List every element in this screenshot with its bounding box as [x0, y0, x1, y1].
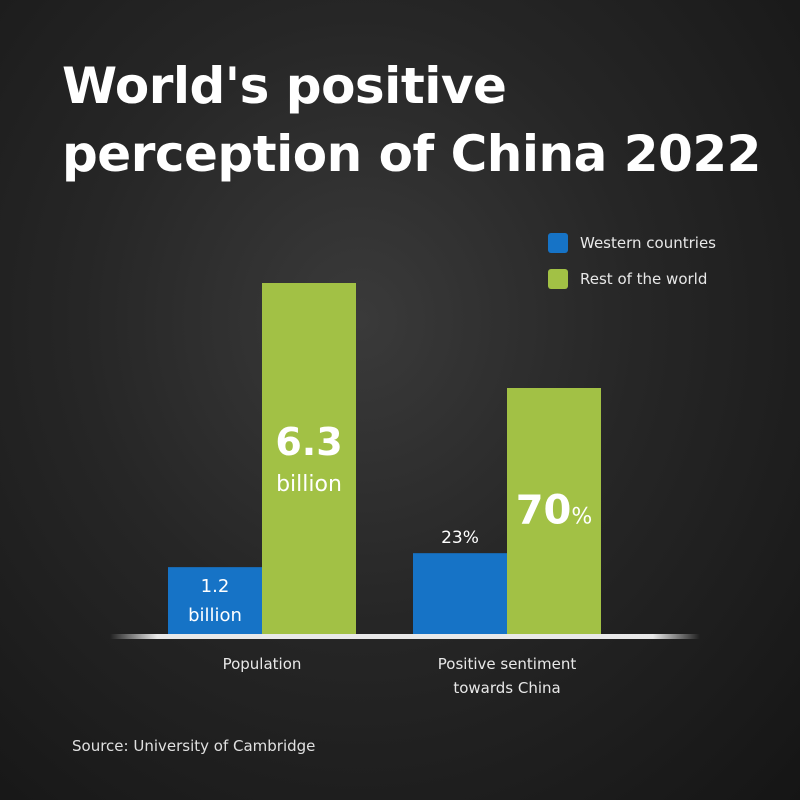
data-label-western-1: 23%	[441, 528, 479, 548]
data-label-rest-1: 70%	[516, 487, 593, 533]
data-label-western-value-0: 1.2	[201, 576, 230, 597]
bar-rest-0	[262, 283, 356, 634]
x-axis-baseline	[110, 634, 700, 639]
x-tick-label-1-0: Positive sentiment	[438, 655, 577, 673]
x-tick-label-0-0: Population	[223, 655, 302, 673]
legend-label-rest: Rest of the world	[580, 270, 708, 288]
bar-rest-1	[507, 388, 601, 634]
chart-title-line-1: World's positive	[62, 57, 507, 115]
legend-label-western: Western countries	[580, 234, 716, 252]
data-label-rest-value-0: 6.3	[275, 420, 342, 464]
source-note: Source: University of Cambridge	[72, 737, 316, 755]
chart-title: World's positive perception of China 202…	[62, 52, 782, 188]
bar-western-1	[413, 553, 507, 634]
legend-swatch-western	[548, 233, 568, 253]
legend-item-western: Western countries	[548, 232, 716, 254]
chart-title-line-2: perception of China 2022	[62, 125, 761, 183]
bar-western-0	[168, 567, 262, 634]
legend: Western countries Rest of the world	[548, 232, 716, 304]
legend-item-rest: Rest of the world	[548, 268, 716, 290]
data-label-western-unit-0: billion	[188, 605, 242, 626]
x-tick-label-1-1: towards China	[453, 679, 560, 697]
legend-swatch-rest	[548, 269, 568, 289]
data-label-rest-unit-0: billion	[276, 472, 342, 497]
